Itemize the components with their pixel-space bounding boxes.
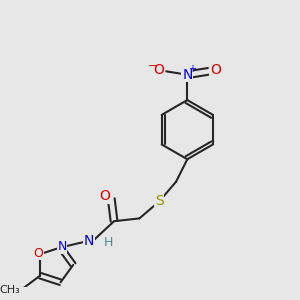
Text: O: O [34, 247, 44, 260]
Text: CH₃: CH₃ [0, 285, 20, 295]
Text: −: − [148, 61, 158, 71]
Text: O: O [153, 63, 164, 76]
Text: N: N [182, 68, 193, 82]
Text: S: S [155, 194, 164, 208]
Text: O: O [100, 189, 110, 203]
Text: O: O [210, 63, 221, 76]
Text: H: H [104, 236, 113, 249]
Text: N: N [84, 234, 94, 248]
Text: +: + [188, 64, 196, 74]
Text: N: N [57, 240, 67, 253]
